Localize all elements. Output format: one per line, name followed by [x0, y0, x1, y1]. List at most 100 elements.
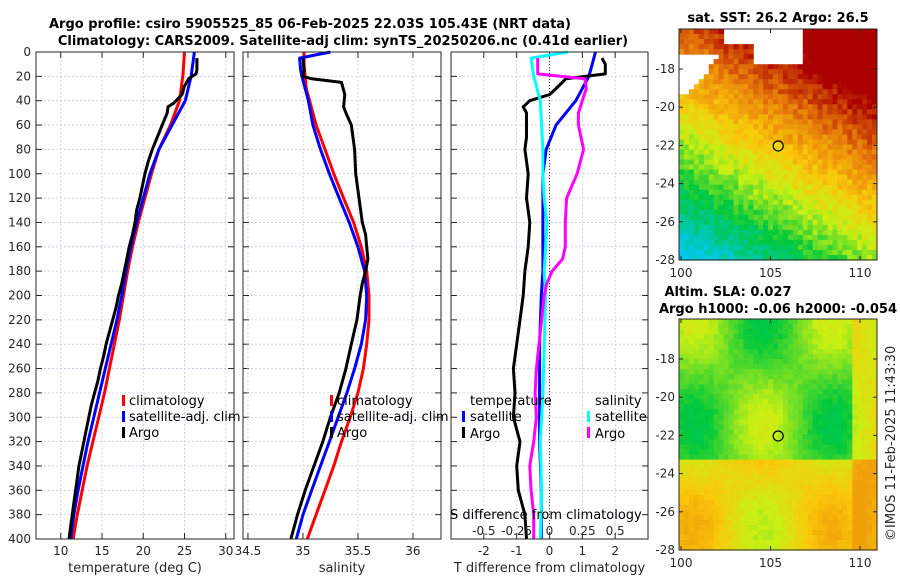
- map-cell: [847, 479, 853, 486]
- map-cell: [797, 339, 804, 345]
- map-cell: [753, 324, 759, 330]
- map-cell: [797, 94, 804, 100]
- map-cell: [748, 509, 754, 516]
- map-cell: [827, 209, 833, 216]
- map-cell: [773, 534, 779, 541]
- y-tick-label: 40: [16, 94, 31, 108]
- x-tick-label: 15: [94, 544, 109, 558]
- map-cell: [862, 464, 868, 471]
- series-line-argo: [289, 57, 370, 540]
- map-cell: [758, 94, 764, 100]
- map-cell: [758, 514, 764, 521]
- map-cell: [723, 504, 729, 511]
- map-cell: [787, 329, 794, 335]
- map-cell: [842, 429, 848, 436]
- map-cell: [842, 419, 848, 425]
- map-cell: [852, 164, 858, 171]
- map-cell: [817, 255, 824, 261]
- map-cell: [684, 429, 690, 436]
- secondary-x-axis-label: S difference from climatology: [450, 508, 642, 523]
- map-cell: [822, 494, 828, 501]
- map-cell: [723, 169, 729, 176]
- map-cell: [852, 109, 858, 115]
- map-cell: [688, 250, 695, 256]
- map-cell: [743, 54, 749, 60]
- map-cell: [693, 159, 700, 166]
- map-cell: [708, 99, 715, 105]
- map-cell: [852, 149, 858, 156]
- map-cell: [758, 234, 764, 241]
- map-cell: [837, 499, 843, 506]
- map-cell: [758, 534, 764, 541]
- map-cell: [817, 464, 824, 471]
- map-cell: [728, 529, 734, 536]
- map-cell: [857, 154, 863, 161]
- map-cell: [787, 179, 794, 186]
- map-cell: [758, 239, 764, 246]
- map-cell: [778, 354, 784, 360]
- map-cell: [852, 184, 858, 191]
- map-cell: [872, 174, 878, 181]
- map-cell: [817, 434, 824, 441]
- map-cell: [693, 255, 700, 261]
- map-cell: [832, 424, 838, 431]
- map-cell: [748, 489, 754, 496]
- map-cell: [847, 444, 853, 451]
- map-cell: [787, 369, 794, 375]
- map-cell: [773, 469, 779, 476]
- map-cell: [862, 84, 868, 90]
- map-cell: [738, 189, 744, 196]
- map-cell: [867, 204, 873, 211]
- map-cell: [837, 139, 843, 146]
- map-y-tick-label: -26: [655, 215, 675, 229]
- map-cell: [768, 419, 774, 425]
- map-cell: [748, 344, 754, 350]
- map-cell: [684, 494, 690, 501]
- map-cell: [857, 94, 863, 100]
- map-cell: [738, 199, 744, 206]
- map-cell: [763, 499, 769, 506]
- map-cell: [728, 229, 734, 236]
- map-cell: [847, 399, 853, 405]
- map-cell: [684, 139, 690, 146]
- map-cell: [738, 255, 744, 261]
- map-cell: [718, 324, 725, 330]
- map-cell: [768, 164, 774, 171]
- map-cell: [723, 69, 729, 75]
- map-frame: [678, 28, 878, 261]
- map-cell: [802, 84, 809, 90]
- map-cell: [867, 179, 873, 186]
- map-cell: [738, 409, 744, 415]
- map-cell: [748, 394, 754, 400]
- map-cell: [743, 234, 749, 241]
- map-cell: [778, 119, 784, 125]
- map-cell: [763, 124, 769, 130]
- map-cell: [708, 250, 715, 256]
- map-cell: [827, 184, 833, 191]
- map-cell: [753, 199, 759, 206]
- map-cell: [778, 74, 784, 80]
- map-cell: [743, 169, 749, 176]
- map-cell: [684, 364, 690, 370]
- map-cell: [723, 129, 729, 135]
- map-cell: [743, 494, 749, 501]
- map-cell: [837, 419, 843, 425]
- map-cell: [743, 439, 749, 446]
- map-cell: [684, 404, 690, 410]
- map-cell: [733, 454, 739, 461]
- map-cell: [872, 129, 878, 135]
- map-cell: [822, 114, 828, 120]
- map-cell: [718, 524, 725, 531]
- map-cell: [713, 529, 720, 536]
- map-cell: [802, 459, 809, 466]
- map-cell: [738, 224, 744, 231]
- map-cell: [832, 344, 838, 350]
- map-cell: [778, 444, 784, 451]
- map-cell: [753, 514, 759, 521]
- map-cell: [832, 34, 838, 40]
- map-cell: [753, 89, 759, 95]
- map-cell: [768, 334, 774, 340]
- map-cell: [832, 454, 838, 461]
- map-cell: [679, 204, 685, 211]
- legend-swatch: [122, 427, 125, 438]
